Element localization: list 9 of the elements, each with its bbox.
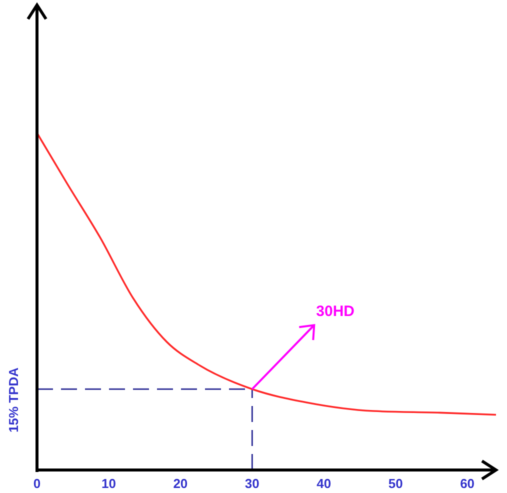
annotation: 30HD — [316, 303, 355, 320]
x-tick-label: 60 — [460, 476, 475, 491]
x-tick-label: 0 — [33, 476, 41, 491]
x-tick-label: 50 — [388, 476, 403, 491]
x-tick-label: 10 — [101, 476, 116, 491]
x-tick-label: 30 — [244, 476, 260, 491]
x-tick-label: 40 — [316, 476, 332, 491]
x-tick-label: 20 — [173, 476, 188, 491]
y-axis-title: 15% TPDA — [6, 366, 21, 433]
